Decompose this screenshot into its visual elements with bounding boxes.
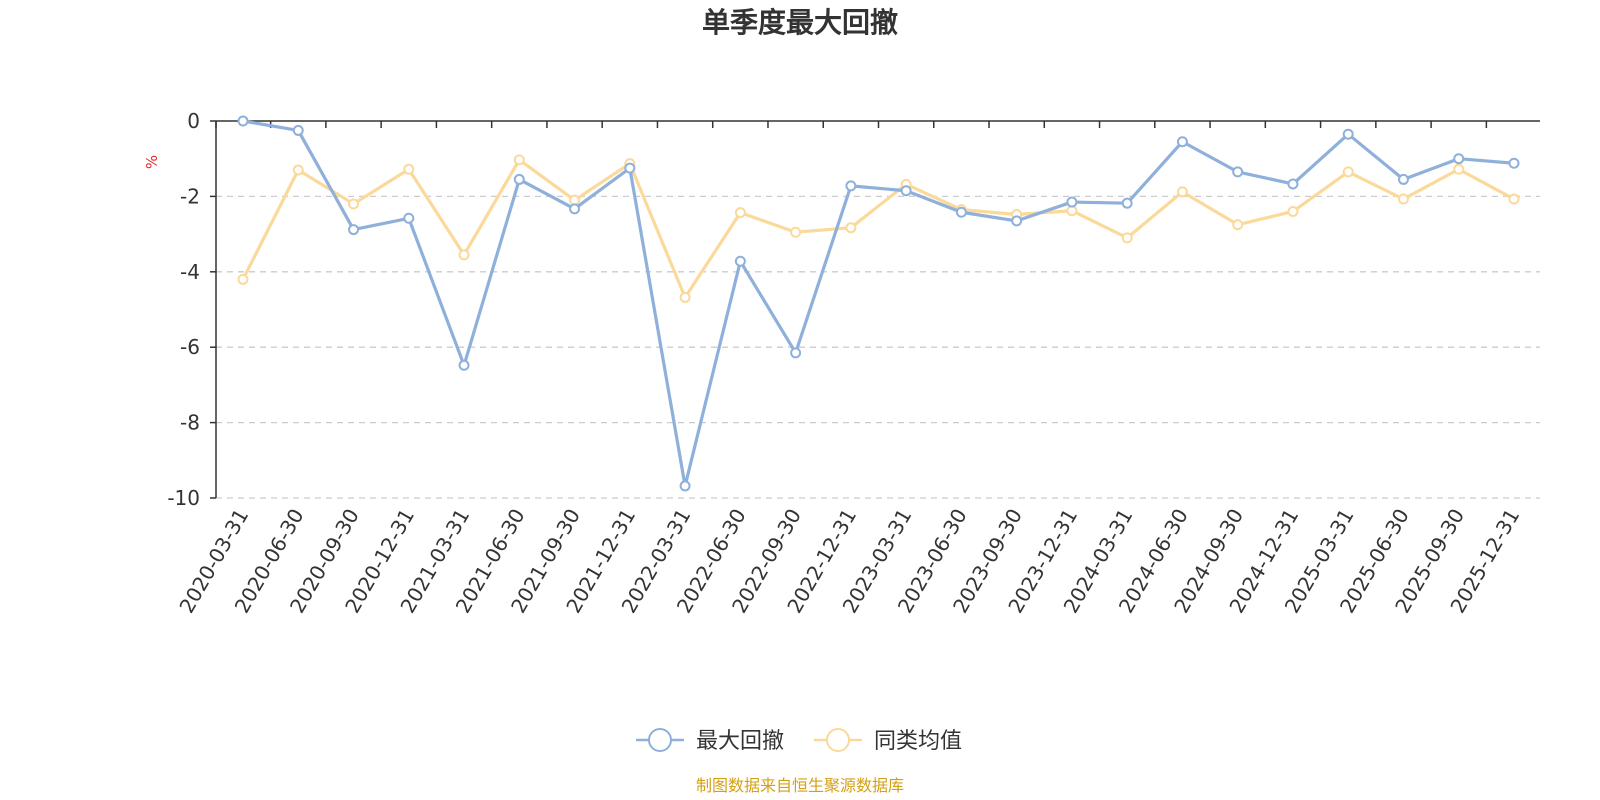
y-tick-label: -8 <box>180 411 200 435</box>
y-tick-label: 0 <box>187 109 200 133</box>
data-point[interactable] <box>1011 215 1023 227</box>
series-line <box>241 158 1515 300</box>
data-point[interactable] <box>403 212 415 224</box>
data-point[interactable] <box>292 124 304 136</box>
y-tick-label: -2 <box>180 184 200 208</box>
data-point[interactable] <box>1066 205 1078 217</box>
chart-title: 单季度最大回撤 <box>702 6 898 39</box>
data-point[interactable] <box>1287 205 1299 217</box>
data-point[interactable] <box>955 206 967 218</box>
data-point[interactable] <box>513 154 525 166</box>
legend-item[interactable]: 同类均值 <box>814 728 962 754</box>
data-point[interactable] <box>624 162 636 174</box>
data-point[interactable] <box>569 194 581 206</box>
data-point[interactable] <box>1176 136 1188 148</box>
data-point[interactable] <box>845 222 857 234</box>
legend-circle-icon <box>648 728 672 752</box>
data-point[interactable] <box>458 249 470 261</box>
data-point[interactable] <box>348 224 360 236</box>
data-point[interactable] <box>237 115 249 127</box>
data-source-note: 制图数据来自恒生聚源数据库 <box>696 776 904 795</box>
legend-item[interactable]: 最大回撤 <box>636 728 784 754</box>
data-point[interactable] <box>1066 196 1078 208</box>
data-point[interactable] <box>1232 166 1244 178</box>
series-2 <box>237 154 1520 303</box>
data-point[interactable] <box>403 163 415 175</box>
data-point[interactable] <box>1176 186 1188 198</box>
data-point[interactable] <box>1287 178 1299 190</box>
y-tick-label: -4 <box>180 260 200 284</box>
y-tick-labels: 0 -2 -4 -6 -8 -10 <box>167 109 200 510</box>
data-point[interactable] <box>790 226 802 238</box>
data-point[interactable] <box>348 198 360 210</box>
data-point[interactable] <box>1453 163 1465 175</box>
grid-lines <box>216 195 1540 499</box>
axes <box>210 120 1540 499</box>
legend: 最大回撤 同类均值 <box>636 728 962 754</box>
data-point[interactable] <box>1397 193 1409 205</box>
data-point[interactable] <box>1121 197 1133 209</box>
data-point[interactable] <box>1508 157 1520 169</box>
data-point[interactable] <box>1121 232 1133 244</box>
data-point[interactable] <box>1453 153 1465 165</box>
legend-label: 最大回撤 <box>696 729 784 754</box>
data-point[interactable] <box>900 185 912 197</box>
data-point[interactable] <box>679 480 691 492</box>
y-tick-label: -10 <box>167 486 200 510</box>
data-point[interactable] <box>1508 193 1520 205</box>
series-1 <box>237 115 1520 492</box>
y-tick-label: -6 <box>180 335 200 359</box>
data-point[interactable] <box>569 203 581 215</box>
data-point[interactable] <box>1397 173 1409 185</box>
data-point[interactable] <box>1342 166 1354 178</box>
series-lines <box>237 115 1520 492</box>
data-point[interactable] <box>458 359 470 371</box>
data-point[interactable] <box>845 180 857 192</box>
data-point[interactable] <box>292 164 304 176</box>
series-line <box>242 119 1515 488</box>
x-tick-labels: 2020-03-312020-06-302020-09-302020-12-31… <box>174 504 1524 617</box>
data-point[interactable] <box>734 255 746 267</box>
data-point[interactable] <box>734 207 746 219</box>
y-axis-unit-label: % <box>143 155 161 169</box>
data-point[interactable] <box>1342 128 1354 140</box>
legend-circle-icon <box>826 728 850 752</box>
data-point[interactable] <box>790 347 802 359</box>
data-point[interactable] <box>513 173 525 185</box>
data-point[interactable] <box>1232 219 1244 231</box>
data-point[interactable] <box>679 291 691 303</box>
legend-label: 同类均值 <box>874 729 962 754</box>
data-point[interactable] <box>237 273 249 285</box>
